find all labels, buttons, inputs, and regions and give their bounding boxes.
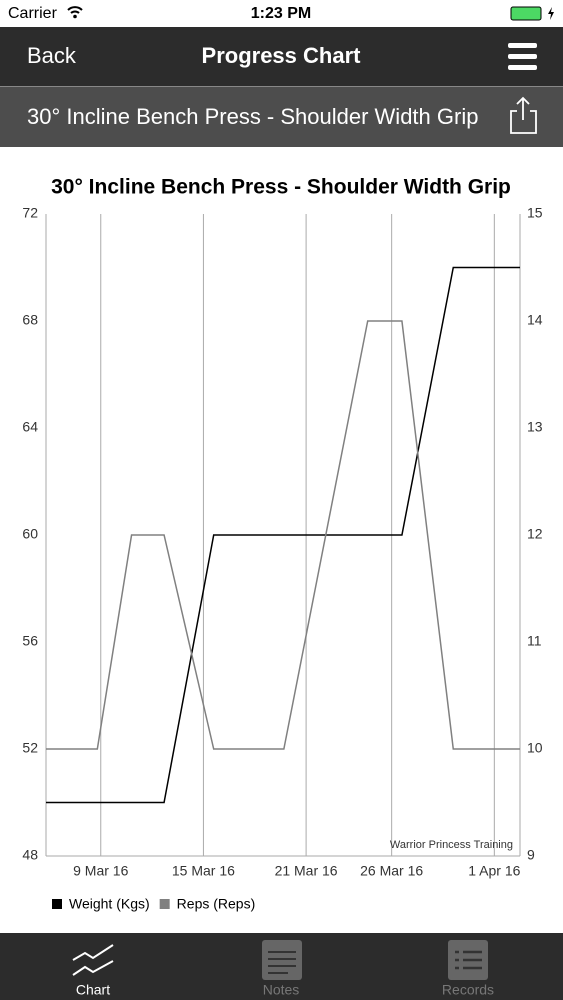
charging-icon [548,7,554,20]
tab-label[interactable]: Chart [76,982,110,998]
x-tick-label: 9 Mar 16 [73,863,128,879]
x-tick-label: 1 Apr 16 [468,863,520,879]
tab-label[interactable]: Records [442,982,494,998]
exercise-title: 30° Incline Bench Press - Shoulder Width… [27,104,478,129]
clock: 1:23 PM [251,5,311,22]
x-tick-label: 21 Mar 16 [275,863,338,879]
y2-tick-label: 9 [527,847,535,863]
y-tick-label: 64 [22,419,38,435]
y2-tick-label: 15 [527,205,543,221]
y-tick-label: 48 [22,847,38,863]
nav-bar [0,27,563,86]
y2-tick-label: 12 [527,526,543,542]
y2-tick-label: 13 [527,419,543,435]
series-line [46,320,520,750]
records-tab-icon[interactable] [448,940,488,980]
exercise-bar [0,86,563,147]
y-tick-label: 72 [22,205,38,221]
y-tick-label: 60 [22,526,38,542]
y-tick-label: 52 [22,740,38,756]
y-tick-label: 56 [22,633,38,649]
divider [0,86,563,87]
watermark: Warrior Princess Training [390,839,513,851]
legend-label: Weight (Kgs) [69,896,150,912]
battery [510,6,542,21]
y2-tick-label: 10 [527,740,543,756]
legend-swatch [159,899,170,909]
notes-tab-icon[interactable] [262,940,302,980]
tabs: Chart Notes Records [76,982,494,998]
share-button[interactable] [510,96,537,134]
y2-tick-label: 14 [527,312,543,328]
y2-tick-label: 11 [527,633,542,649]
carrier: Carrier [8,5,58,22]
legend-label: Reps (Reps) [177,896,256,912]
tab-label[interactable]: Notes [263,982,300,998]
legend-swatch [52,899,62,909]
x-tick-label: 15 Mar 16 [172,863,235,879]
chart-title: 30° Incline Bench Press - Shoulder Width… [51,176,511,199]
status-bar [0,0,563,27]
wifi-icon [67,6,83,14]
chart-tab-icon[interactable] [72,944,114,976]
x-tick-label: 26 Mar 16 [360,863,423,879]
y-tick-label: 68 [22,312,38,328]
back-button[interactable]: Back [27,43,77,68]
chart: 9 Mar 16 15 Mar 16 21 Mar 16 26 Mar 16 1 Apr… [22,205,542,912]
series-line [46,266,520,804]
wifi-icon [73,14,77,19]
menu-button[interactable] [508,43,537,70]
nav-title: Progress Chart [202,43,362,68]
